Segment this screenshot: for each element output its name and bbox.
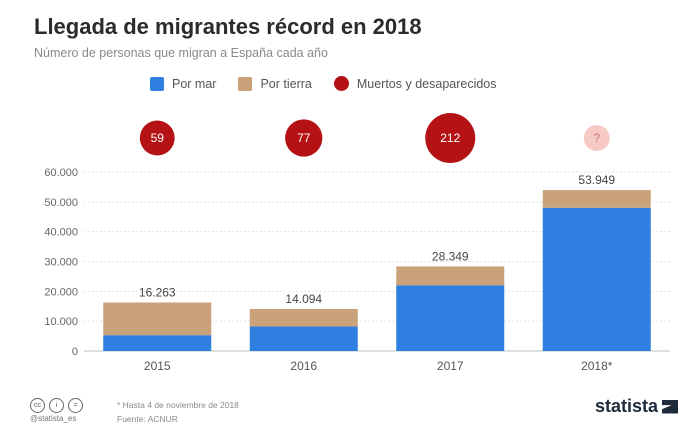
- bar-por-mar: [542, 207, 651, 351]
- attribution-icon: i: [49, 398, 64, 413]
- deaths-label: 212: [440, 131, 460, 145]
- statista-brand[interactable]: statista: [595, 396, 678, 417]
- license-icons: cc i =: [30, 398, 87, 413]
- y-tick-label: 50.000: [44, 197, 78, 209]
- footnote: * Hasta 4 de noviembre de 2018: [117, 400, 239, 410]
- bar-total-label: 14.094: [285, 292, 322, 306]
- chart-subtitle: Número de personas que migran a España c…: [34, 46, 328, 60]
- legend-label-por-mar: Por mar: [172, 76, 217, 91]
- legend-label-deaths: Muertos y desaparecidos: [356, 76, 497, 91]
- bar-por-mar: [249, 326, 358, 351]
- bar-por-tierra: [396, 266, 505, 286]
- statista-logo-icon: [662, 399, 678, 414]
- brand-name: statista: [594, 396, 658, 416]
- x-tick-label: 2018*: [581, 359, 613, 373]
- legend-dot-deaths: [333, 76, 349, 91]
- y-tick-label: 40.000: [44, 227, 78, 239]
- bar-por-tierra: [103, 302, 212, 336]
- chart-title: Llegada de migrantes récord en 2018: [34, 14, 422, 39]
- bar-total-label: 53.949: [578, 173, 615, 187]
- deaths-bubble: [425, 113, 476, 163]
- legend-swatch-por-tierra: [238, 76, 253, 91]
- deaths-label: 77: [297, 131, 311, 145]
- bar-por-mar: [396, 285, 505, 351]
- legend-label-por-tierra: Por tierra: [260, 76, 312, 91]
- bar-por-mar: [103, 335, 212, 351]
- y-tick-label: 20.000: [44, 286, 78, 298]
- legend-item-por-mar: Por mar: [150, 76, 217, 91]
- no-derivatives-icon: =: [68, 398, 83, 413]
- deaths-bubble: [139, 120, 175, 156]
- y-tick-label: 10.000: [44, 316, 78, 328]
- deaths-bubble: [583, 125, 610, 151]
- deaths-label: 59: [151, 131, 165, 145]
- bar-total-label: 16.263: [139, 285, 176, 299]
- footer-notes: * Hasta 4 de noviembre de 2018 Fuente: A…: [117, 398, 239, 426]
- bar-por-tierra: [249, 308, 358, 327]
- x-tick-label: 2016: [290, 359, 317, 373]
- chart-legend: Por mar Por tierra Muertos y desaparecid…: [150, 76, 519, 91]
- bar-por-tierra: [542, 190, 651, 208]
- source-note: Fuente: ACNUR: [117, 414, 178, 424]
- deaths-bubble: [285, 119, 323, 157]
- y-tick-label: 0: [72, 346, 78, 358]
- bar-total-label: 28.349: [432, 249, 469, 263]
- legend-swatch-por-mar: [150, 76, 164, 91]
- legend-item-deaths: Muertos y desaparecidos: [333, 76, 497, 91]
- cc-icon: cc: [30, 398, 45, 413]
- deaths-label: ?: [593, 131, 600, 145]
- x-tick-label: 2017: [437, 359, 464, 373]
- x-tick-label: 2015: [144, 359, 171, 373]
- y-tick-label: 30.000: [44, 257, 78, 269]
- statista-handle: @statista_es: [30, 414, 77, 423]
- y-tick-label: 60.000: [44, 167, 78, 179]
- legend-item-por-tierra: Por tierra: [238, 76, 312, 91]
